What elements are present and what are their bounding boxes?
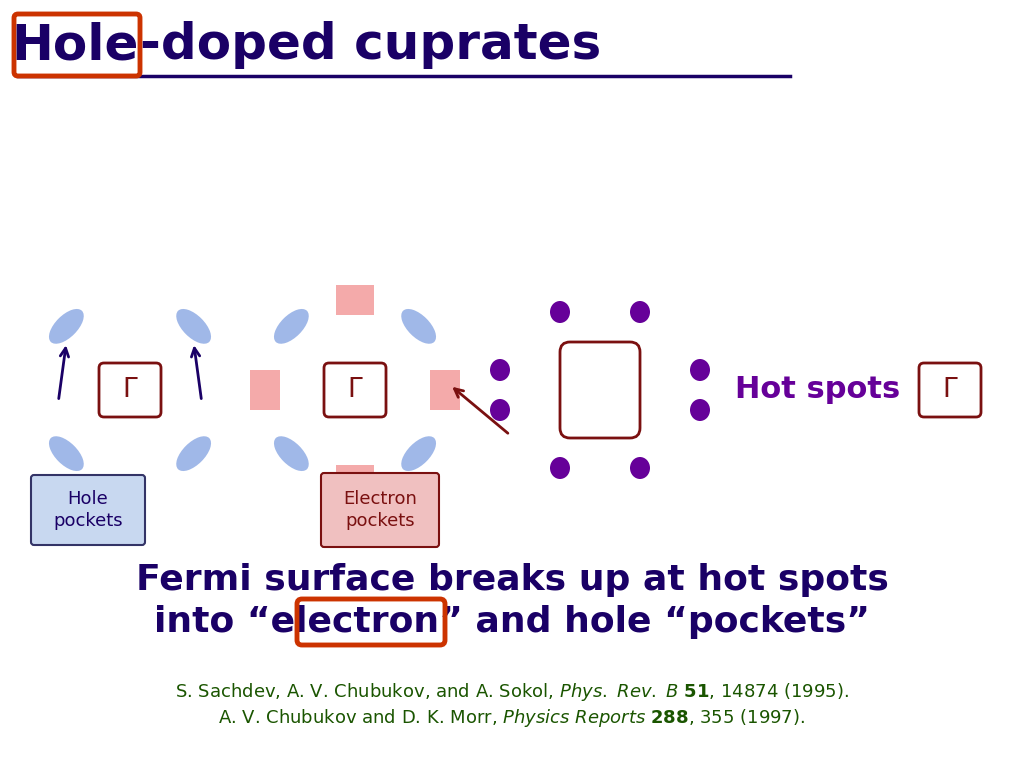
Ellipse shape bbox=[550, 457, 570, 479]
Ellipse shape bbox=[176, 436, 211, 471]
Ellipse shape bbox=[690, 359, 710, 381]
Ellipse shape bbox=[490, 399, 510, 421]
Ellipse shape bbox=[176, 309, 211, 344]
FancyBboxPatch shape bbox=[919, 363, 981, 417]
Ellipse shape bbox=[274, 309, 309, 344]
Bar bbox=[336, 465, 374, 495]
Text: Hole
pockets: Hole pockets bbox=[53, 490, 123, 530]
Ellipse shape bbox=[49, 309, 84, 344]
FancyBboxPatch shape bbox=[321, 473, 439, 547]
Text: $\Gamma$: $\Gamma$ bbox=[122, 377, 138, 403]
Text: Hole: Hole bbox=[11, 21, 138, 69]
Ellipse shape bbox=[490, 359, 510, 381]
Text: Fermi surface breaks up at hot spots: Fermi surface breaks up at hot spots bbox=[135, 563, 889, 597]
Text: Hot spots: Hot spots bbox=[735, 376, 900, 405]
Ellipse shape bbox=[401, 436, 436, 471]
Bar bbox=[250, 370, 280, 410]
Ellipse shape bbox=[401, 309, 436, 344]
Text: Electron
pockets: Electron pockets bbox=[343, 490, 417, 530]
Ellipse shape bbox=[274, 436, 309, 471]
FancyBboxPatch shape bbox=[560, 342, 640, 438]
FancyBboxPatch shape bbox=[324, 363, 386, 417]
Text: -doped cuprates: -doped cuprates bbox=[140, 21, 601, 69]
Ellipse shape bbox=[690, 399, 710, 421]
Ellipse shape bbox=[630, 301, 650, 323]
Bar bbox=[430, 370, 460, 410]
FancyBboxPatch shape bbox=[31, 475, 145, 545]
Bar bbox=[336, 285, 374, 315]
Text: S. Sachdev, A. V. Chubukov, and A. Sokol, $\it{Phys.\ Rev.\ B}$ $\mathbf{51}$, 1: S. Sachdev, A. V. Chubukov, and A. Sokol… bbox=[175, 681, 849, 703]
Ellipse shape bbox=[630, 457, 650, 479]
Text: into “electron” and hole “pockets”: into “electron” and hole “pockets” bbox=[154, 605, 870, 639]
Ellipse shape bbox=[550, 301, 570, 323]
Ellipse shape bbox=[49, 436, 84, 471]
FancyBboxPatch shape bbox=[99, 363, 161, 417]
Text: $\Gamma$: $\Gamma$ bbox=[347, 377, 364, 403]
Text: A. V. Chubukov and D. K. Morr, $\it{Physics\ Reports}$ $\mathbf{288}$, 355 (1997: A. V. Chubukov and D. K. Morr, $\it{Phys… bbox=[218, 707, 806, 729]
Text: $\Gamma$: $\Gamma$ bbox=[942, 377, 958, 403]
